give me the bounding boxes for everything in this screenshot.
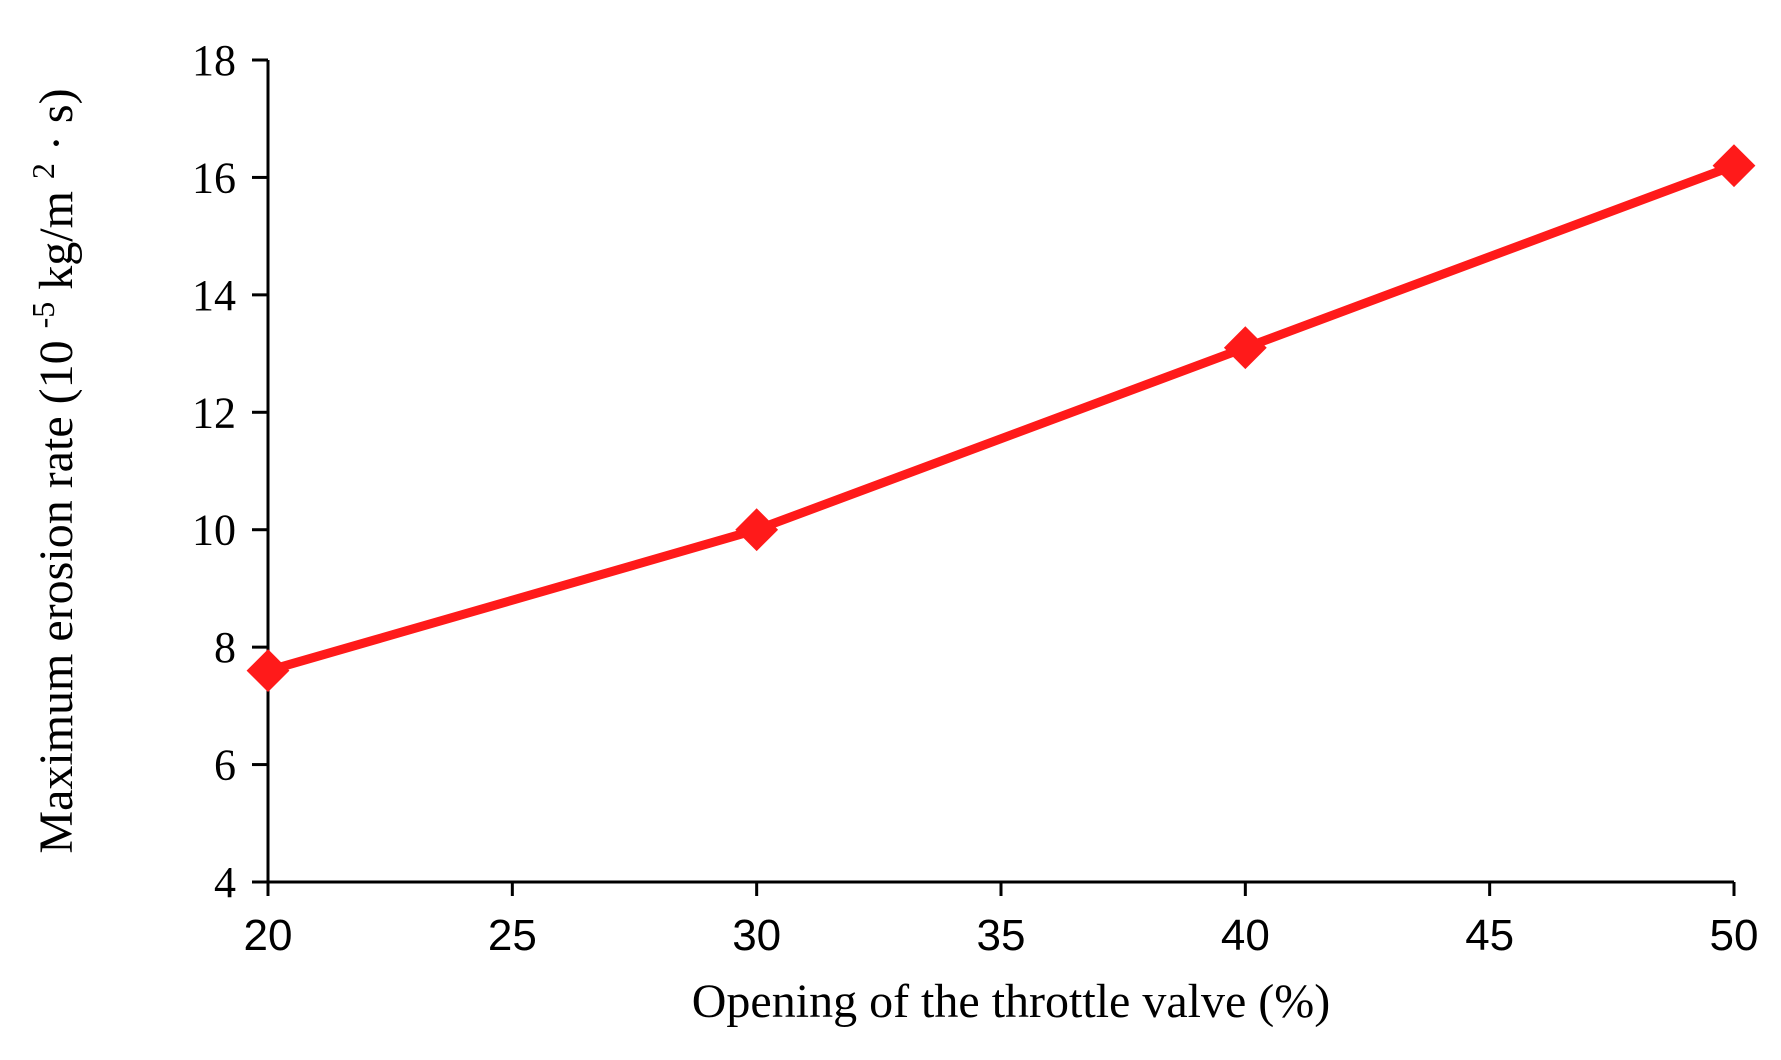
x-tick-label: 45 [1465, 911, 1514, 960]
y-axis-title: Maximum erosion rate (10 -5 kg/m 2 · s) [25, 88, 83, 853]
series-layer [246, 144, 1756, 693]
data-point-marker [735, 508, 779, 552]
x-ticks: 20 25 30 35 40 45 50 [244, 882, 1759, 960]
x-tick-label: 35 [977, 911, 1026, 960]
y-tick-label: 12 [192, 388, 236, 437]
data-point-marker [1223, 326, 1267, 370]
series-line [263, 161, 1739, 676]
y-tick-label: 8 [214, 623, 236, 672]
x-axis-title: Opening of the throttle valve (%) [692, 975, 1330, 1028]
y-tick-label: 10 [192, 506, 236, 555]
x-tick-label: 25 [488, 911, 537, 960]
data-point-marker [1712, 144, 1756, 188]
y-axis-title-unit: kg/m [30, 191, 83, 290]
x-tick-label: 50 [1710, 911, 1759, 960]
y-tick-label: 6 [214, 741, 236, 790]
axes [266, 60, 1734, 884]
data-point-marker [246, 649, 290, 693]
y-axis-title-main: Maximum erosion rate (10 [30, 340, 83, 853]
x-tick-label: 30 [732, 911, 781, 960]
y-ticks: 4 6 8 10 12 14 16 18 [192, 36, 268, 907]
y-tick-label: 14 [192, 271, 236, 320]
x-tick-label: 40 [1221, 911, 1270, 960]
x-tick-label: 20 [244, 911, 293, 960]
y-tick-label: 4 [214, 858, 236, 907]
y-axis-title-exp1: -5 [25, 302, 61, 329]
y-axis-title-tail: · s) [30, 88, 83, 151]
y-tick-label: 18 [192, 36, 236, 85]
y-axis-title-exp2: 2 [25, 163, 61, 179]
y-tick-label: 16 [192, 153, 236, 202]
